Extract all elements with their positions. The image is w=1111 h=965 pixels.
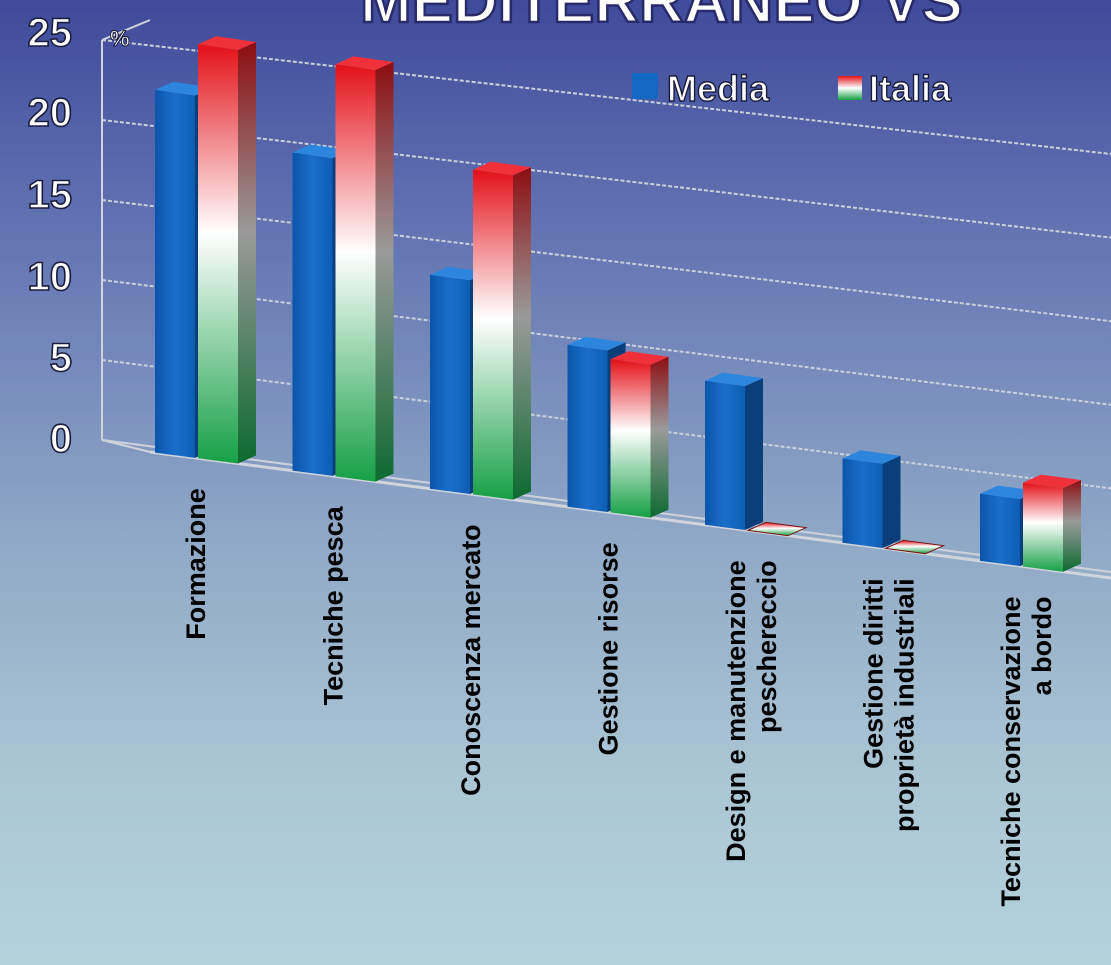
bar-media-5-top [842,450,901,464]
bar-italia-1-front [335,64,376,482]
bar-media-4 [705,372,763,531]
legend-label-media: Media [667,68,770,109]
gridline-15 [101,199,1111,323]
category-labels: Formazione Tecniche pesca Conoscenza merca… [181,488,1057,906]
y-tick-label-15: 15 [28,173,73,217]
bar-media-5-side [882,455,901,549]
gridline-10 [101,279,1111,406]
y-tick-label-10: 10 [28,255,73,299]
bar-italia-0-front [198,44,238,464]
y-tick-label-25: 25 [28,11,73,55]
bar-italia-0-top [198,36,256,51]
bar-italia-6-front [1023,482,1063,572]
bar-italia-4 [746,521,808,537]
y-axis-unit-label: % [110,26,130,51]
bar-italia-6-side [1063,479,1081,572]
bar-media-5 [842,450,901,549]
bar-media-1-front [292,152,333,476]
wall-top-edge [101,19,151,41]
bar-italia-2-side [513,167,531,500]
bar-italia-5 [883,539,946,555]
category-label-4: Design e manutenzionepeschereccio [721,560,782,862]
bars [155,36,1081,572]
legend-swatch-media [632,73,658,99]
bar-italia-2-front [473,169,513,500]
bar-media-2-front [430,274,470,494]
bar-italia-1 [335,56,394,482]
bar-italia-6 [1023,474,1081,572]
bar-italia-6-top [1023,474,1081,488]
bar-italia-3-side [650,356,669,518]
bar-media-4-front [705,380,745,531]
y-tick-label-0: 0 [50,417,72,461]
category-label-3: Gestione risorse [594,542,624,755]
bar-media-0-front [155,89,195,458]
gridline-25 [101,39,1111,155]
y-tick-label-5: 5 [50,336,72,380]
category-label-6: Tecniche conservazionea bordo [996,596,1057,906]
bar-italia-5-flat [883,539,946,555]
bar-media-3-top [567,336,626,351]
chart-title: MEDITERRANEO VS [360,0,963,36]
category-label-0: Formazione [181,488,211,640]
bar-italia-0 [198,36,256,464]
bar-italia-3 [610,351,669,518]
legend-swatch-italia [838,76,862,100]
bar-italia-1-top [335,56,394,70]
bar-media-6-front [980,493,1020,567]
bar-media-3-front [567,344,608,512]
bar-italia-2 [473,161,531,500]
gridline-0 [101,439,1111,573]
category-label-1: Tecniche pesca [319,505,349,705]
category-label-2: Conoscenza mercato [456,524,486,796]
bar-italia-2-top [473,161,531,176]
bar-italia-1-side [375,61,394,482]
bar-italia-3-top [610,351,669,365]
bar-italia-4-flat [746,521,808,537]
y-axis-ticks: 0 5 10 15 20 25 [27,10,73,462]
gridline-5 [101,359,1111,490]
bar-media-4-side [745,378,763,531]
chart-legend: Media Italia [632,67,953,110]
bar-media-4-top [705,372,763,387]
category-label-5: Gestione dirittiproprietà industriali [859,578,920,832]
gridline-20 [101,119,1111,239]
bar-italia-3-front [610,359,651,518]
bar-italia-0-side [238,42,256,464]
bar-media-5-front [842,458,883,549]
legend-label-italia: Italia [869,68,952,109]
y-tick-label-20: 20 [28,91,73,135]
